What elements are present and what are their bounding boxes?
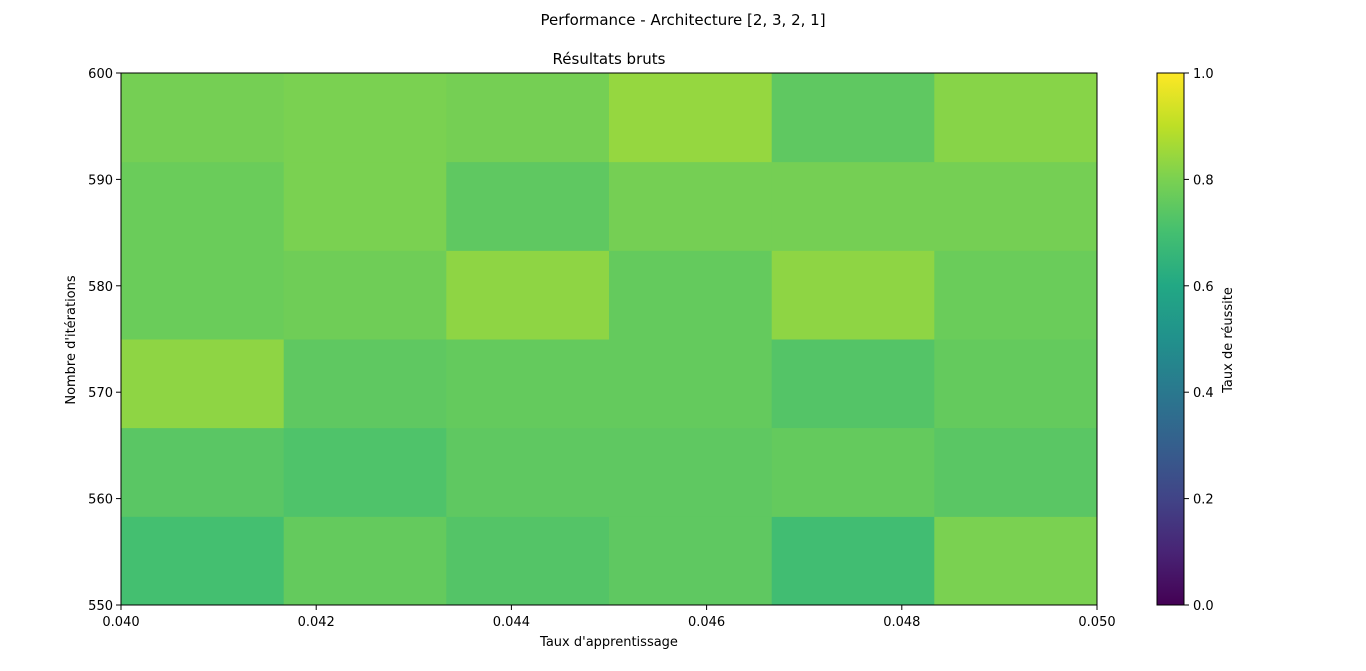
- x-tick-label: 0.046: [688, 615, 725, 630]
- heatmap-cell: [283, 73, 447, 163]
- heatmap-cell: [934, 339, 1098, 429]
- colorbar: [1156, 72, 1185, 606]
- y-tick-label: 550: [88, 599, 113, 614]
- heatmap-cell: [934, 427, 1098, 517]
- x-tick-label: 0.050: [1078, 615, 1115, 630]
- heatmap-cell: [121, 73, 285, 163]
- plot-frame: [120, 72, 1098, 606]
- colorbar-tick-label: 1.0: [1193, 67, 1214, 82]
- heatmap-cell: [934, 516, 1098, 606]
- colorbar-tick-label: 0.8: [1193, 173, 1214, 188]
- heatmap-cell: [771, 73, 935, 163]
- y-axis-label: Nombre d'itérations: [64, 275, 79, 405]
- heatmap-cell: [121, 250, 285, 340]
- heatmap-cell: [121, 427, 285, 517]
- heatmap-cell: [446, 250, 610, 340]
- heatmap-cell: [771, 516, 935, 606]
- x-tick-label: 0.048: [883, 615, 920, 630]
- heatmap-cell: [283, 339, 447, 429]
- y-axis: 550 560 570 580 590 600: [88, 67, 121, 614]
- chart-title: Résultats bruts: [552, 50, 666, 68]
- figure-suptitle: Performance - Architecture [2, 3, 2, 1]: [540, 11, 826, 29]
- heatmap-cell: [283, 250, 447, 340]
- colorbar-tick-label: 0.6: [1193, 280, 1214, 295]
- y-tick-label: 570: [88, 386, 113, 401]
- heatmap-cell: [283, 516, 447, 606]
- heatmap-cell: [609, 516, 773, 606]
- heatmap-cell: [934, 161, 1098, 251]
- heatmap-cell: [121, 516, 285, 606]
- heatmap-cell: [446, 516, 610, 606]
- heatmap-cell: [771, 161, 935, 251]
- heatmap-cells: [121, 73, 1098, 606]
- heatmap-cell: [609, 73, 773, 163]
- heatmap-cell: [609, 427, 773, 517]
- heatmap-cell: [609, 339, 773, 429]
- colorbar-tick-label: 0.4: [1193, 386, 1214, 401]
- x-axis: 0.040 0.042 0.044 0.046 0.048 0.050: [102, 605, 1116, 630]
- heatmap-cell: [771, 339, 935, 429]
- heatmap-cell: [121, 339, 285, 429]
- colorbar-label: Taux de réussite: [1221, 287, 1236, 394]
- x-tick-label: 0.040: [102, 615, 139, 630]
- colorbar-tick-label: 0.0: [1193, 599, 1214, 614]
- heatmap-cell: [934, 250, 1098, 340]
- heatmap-cell: [771, 427, 935, 517]
- y-tick-label: 580: [88, 280, 113, 295]
- x-tick-label: 0.044: [493, 615, 530, 630]
- heatmap-cell: [121, 161, 285, 251]
- heatmap-cell: [771, 250, 935, 340]
- x-axis-label: Taux d'apprentissage: [539, 635, 678, 650]
- heatmap-cell: [283, 427, 447, 517]
- colorbar-tick-label: 0.2: [1193, 493, 1214, 508]
- heatmap-cell: [446, 73, 610, 163]
- y-tick-label: 560: [88, 493, 113, 508]
- heatmap-cell: [283, 161, 447, 251]
- y-tick-label: 590: [88, 173, 113, 188]
- y-tick-label: 600: [88, 67, 113, 82]
- heatmap-cell: [609, 250, 773, 340]
- heatmap-cell: [446, 339, 610, 429]
- x-tick-label: 0.042: [298, 615, 335, 630]
- heatmap-cell: [934, 73, 1098, 163]
- heatmap-cell: [446, 427, 610, 517]
- heatmap-cell: [609, 161, 773, 251]
- heatmap-cell: [446, 161, 610, 251]
- colorbar-axis: 0.0 0.2 0.4 0.6 0.8 1.0: [1184, 67, 1214, 614]
